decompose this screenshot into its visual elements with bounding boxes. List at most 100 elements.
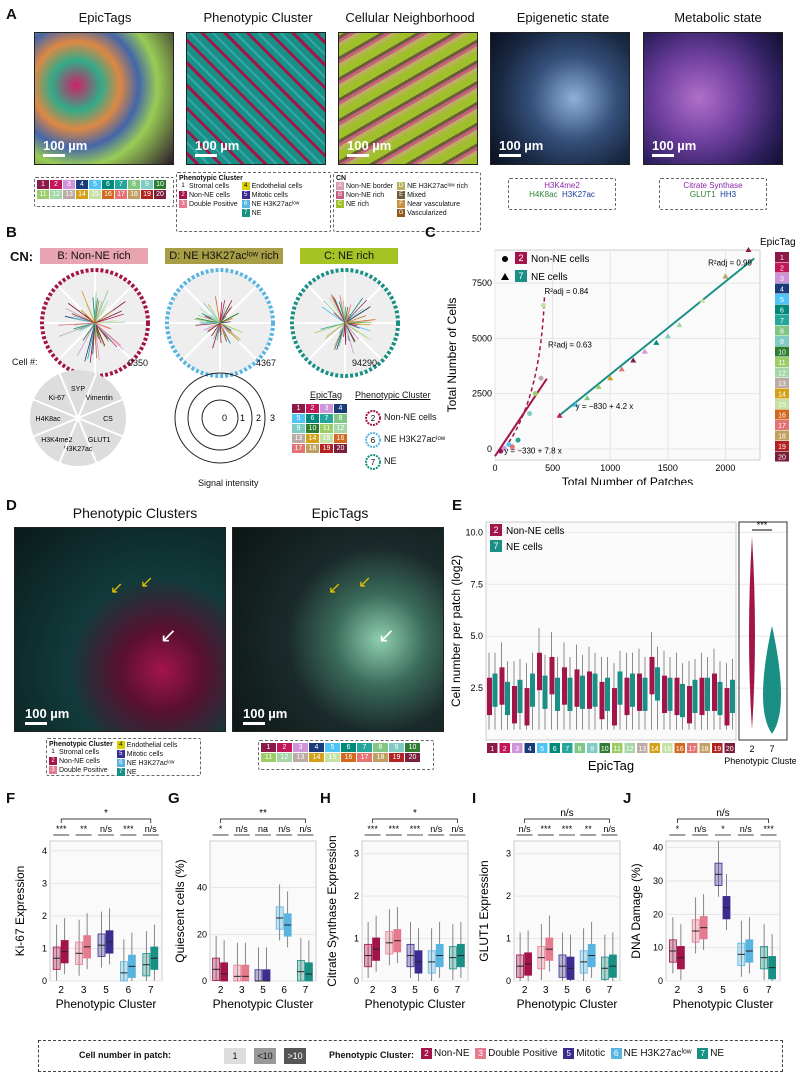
scale-bar: 100 µm [243, 706, 287, 725]
epictag-swatch: 13 [292, 434, 305, 443]
box-non-ne [612, 688, 617, 725]
epictag-swatch: 15 [89, 190, 101, 199]
legend-pc-label: Phenotypic Cluster: [329, 1050, 414, 1060]
violin-non-ne [749, 537, 755, 730]
j-boxplot: 010203040DNA Damage (%)Phenotypic Cluste… [626, 793, 786, 1033]
b-radial-plots: SYPVimentin CS GLUT1 H3K27ac H3K4me2 H4K8ac Ki… [0, 268, 410, 490]
x-tick: 5 [260, 985, 266, 996]
epictag-swatch: 17 [115, 190, 127, 199]
a-title-cn: Cellular Neighborhood [335, 10, 485, 25]
b-pc-item-6: NE H3K27acˡᵒʷ [384, 434, 445, 444]
y-tick: 30 [653, 876, 663, 886]
arrow-icon: ↙ [160, 623, 177, 648]
point-non-ne [541, 303, 546, 308]
epictag-swatch: 12 [334, 424, 347, 433]
x-tick: 500 [545, 463, 560, 473]
box-non-ne [687, 686, 692, 723]
side-epictag-num: 17 [778, 423, 786, 430]
marker-label: H4K8ac [36, 416, 61, 423]
a-image-epigenetic: 100 µm [490, 32, 630, 165]
box-ne [568, 678, 573, 711]
x-tick: 19 [713, 746, 721, 753]
x-tick: 13 [638, 746, 646, 753]
y-tick: 0 [354, 976, 359, 986]
b-pc-item-7: NE [384, 456, 397, 466]
a-cn-legend: CN A Non-NE border B Non-NE rich C NE rich … [333, 172, 481, 232]
epictag-swatch: 15 [320, 434, 333, 443]
epictag-swatch: 19 [389, 753, 404, 762]
x-tick: 7 [303, 985, 309, 996]
y-tick: 3 [42, 878, 47, 888]
y-tick: 1 [506, 934, 511, 944]
epictag-swatch: 4 [309, 743, 324, 752]
scale-bar: 100 µm [347, 138, 391, 157]
box-ne [530, 674, 535, 707]
x-tick: 4 [528, 746, 532, 753]
box-ne [730, 680, 735, 713]
box-ne [655, 667, 660, 700]
box-non-ne [637, 674, 642, 711]
box-non-ne [562, 667, 567, 704]
box-non-ne [537, 653, 542, 690]
y-tick: 4 [42, 846, 47, 856]
epictag-swatch: 16 [341, 753, 356, 762]
g-boxplot: 0 20 40 Quiescent cells (%) Phenotypic Clust… [170, 793, 322, 1033]
box [255, 970, 262, 981]
box-non-ne [662, 676, 667, 713]
sig-label: *** [389, 824, 400, 834]
epictag-swatch: 10 [154, 180, 166, 189]
box-ne [518, 680, 523, 713]
box-non-ne [625, 678, 630, 715]
box-non-ne [600, 682, 605, 719]
box [234, 965, 241, 981]
sig-label: *** [541, 824, 552, 834]
y-tick: 2 [354, 891, 359, 901]
a-meta-legend: Citrate Synthase GLUT1 HH3 [659, 178, 767, 210]
side-epictag-num: 19 [778, 444, 786, 451]
b-count-2: 94290 [352, 358, 377, 368]
a-title-pc: Phenotypic Cluster [183, 10, 333, 25]
sig-label: n/s [236, 824, 249, 834]
epictag-swatch: 1 [261, 743, 276, 752]
a-pc-legend: Phenotypic Cluster 1 Stromal cells 2 Non-N… [176, 172, 331, 232]
arrow-icon: ↙ [328, 578, 341, 598]
violin-x-tick: 7 [769, 744, 774, 754]
box-non-ne [550, 657, 555, 694]
a-title-epi: Epigenetic state [488, 10, 638, 25]
y-tick: 10.0 [465, 527, 483, 537]
epictag-swatch: 4 [76, 180, 88, 189]
y-tick: 0 [42, 976, 47, 986]
x-tick: 17 [688, 746, 696, 753]
y-tick: 40 [197, 883, 207, 893]
y-tick: 5.0 [470, 631, 483, 641]
legend-level-1: 1 [224, 1048, 246, 1064]
epictag-swatch: 20 [405, 753, 420, 762]
legend-num: 7 [518, 271, 523, 281]
box [305, 963, 312, 981]
b-header-ne: C: NE rich [300, 248, 398, 264]
box-non-ne [675, 678, 680, 715]
y-tick: 20 [197, 929, 207, 939]
ring-label: 2 [256, 413, 261, 423]
x-tick: 7 [565, 746, 569, 753]
d-image-epictags: 100 µm ↙ ↙ ↙ [232, 527, 444, 732]
violin-x-tick: 2 [749, 744, 754, 754]
x-tick: 5 [103, 985, 109, 996]
violin-ne [763, 626, 781, 734]
marker-label: SYP [71, 386, 85, 393]
point-non-ne [516, 438, 521, 443]
sig-label: *** [367, 824, 378, 834]
x-tick: 2 [218, 985, 224, 996]
side-epictag-num: 12 [778, 371, 786, 378]
b-count-1: 4367 [256, 358, 276, 368]
i-boxplot: 0123GLUT1 ExpressionPhenotypic Cluster2n… [474, 793, 626, 1033]
y-tick: 0 [202, 976, 207, 986]
d-image-pc: 100 µm ↙ ↙ ↙ [14, 527, 226, 732]
sig-label: *** [410, 824, 421, 834]
d-epictag-legend: 1 2 3 4 5 6 7 8 9 10 11 12 13 14 15 16 17 18 19 20 [258, 740, 434, 770]
x-tick: 1500 [658, 463, 678, 473]
box-ne [555, 678, 560, 711]
epictag-swatch: 10 [306, 424, 319, 433]
y-axis-label: Cell number per patch (log2) [449, 555, 463, 707]
x-tick: 6 [126, 985, 132, 996]
